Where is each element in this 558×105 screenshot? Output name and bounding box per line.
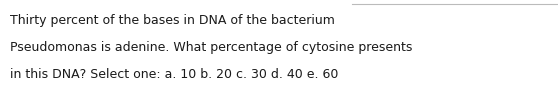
Text: in this DNA? Select one: a. 10 b. 20 c. 30 d. 40 e. 60: in this DNA? Select one: a. 10 b. 20 c. …	[10, 68, 338, 81]
Text: Pseudomonas is adenine. What percentage of cytosine presents: Pseudomonas is adenine. What percentage …	[10, 41, 412, 54]
Text: Thirty percent of the bases in DNA of the bacterium: Thirty percent of the bases in DNA of th…	[10, 14, 335, 27]
